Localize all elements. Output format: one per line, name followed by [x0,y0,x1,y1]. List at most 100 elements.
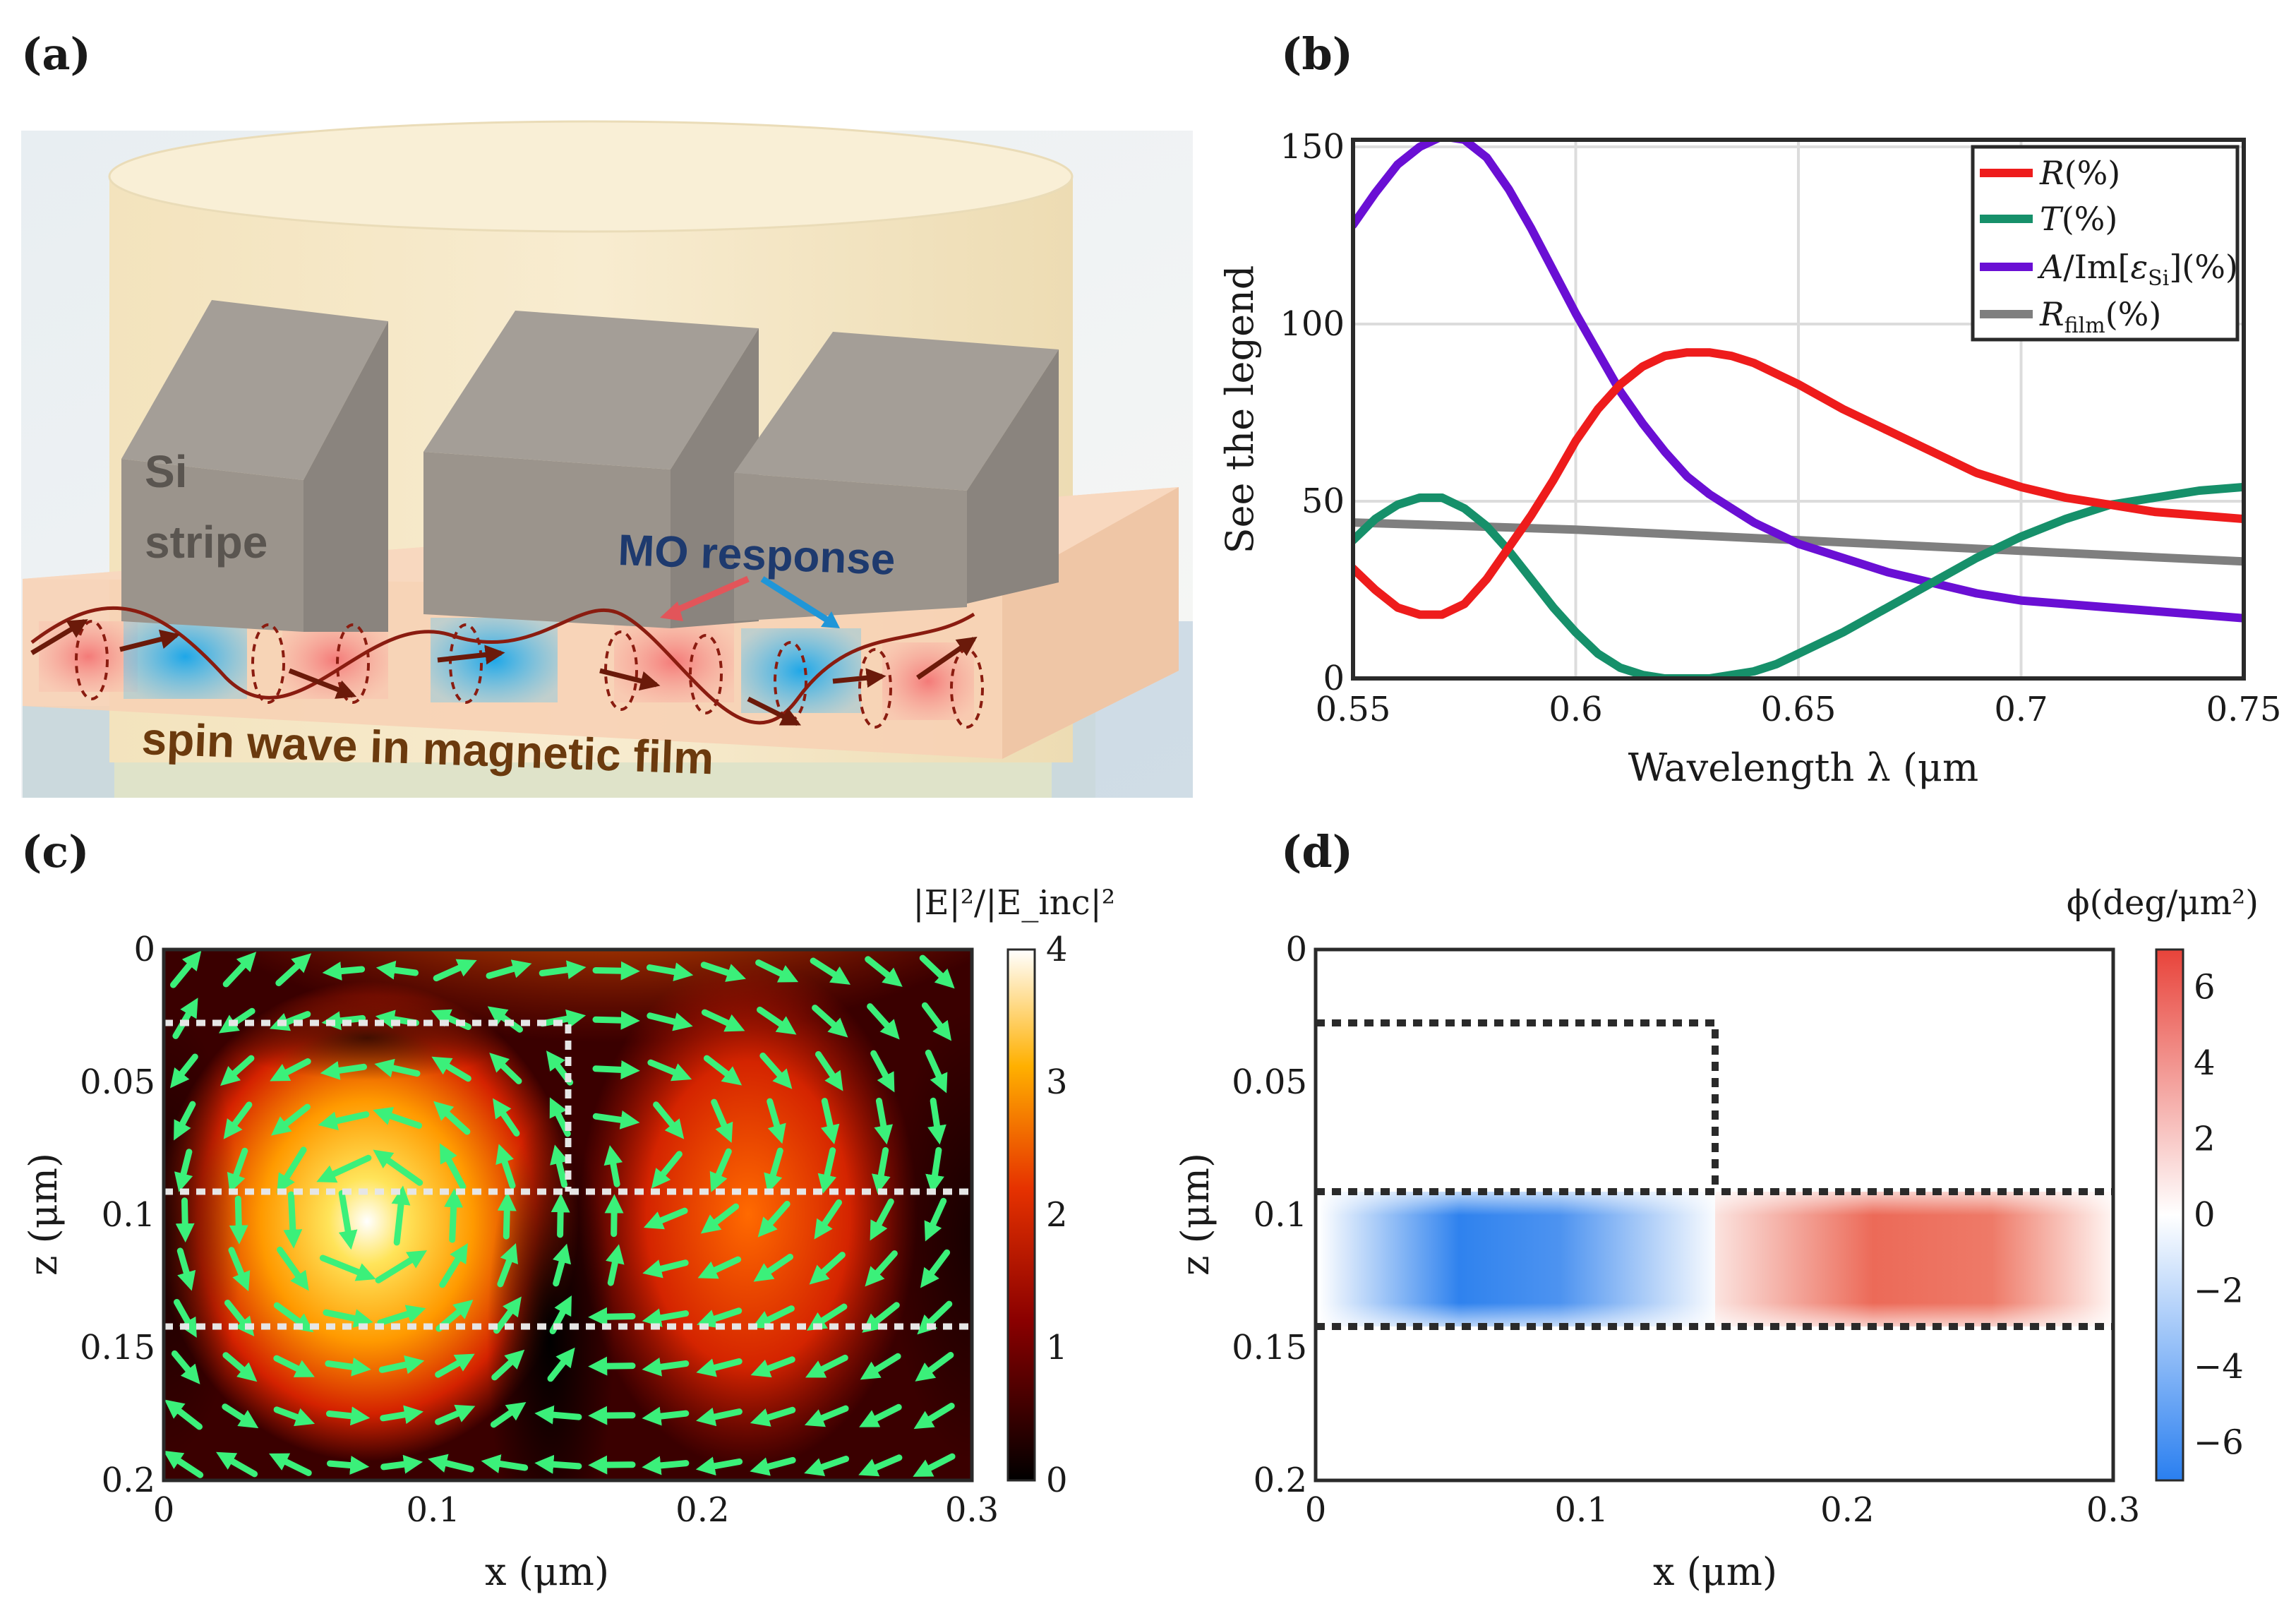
panel-b-chart: 0.55 0.6 0.65 0.7 0.75 0 50 100 150 Wavelength λ… [1218,127,2281,790]
y-tick-label: 0.1 [102,1195,155,1235]
panel-c-heatmap: 0 0.1 0.2 0.300.050.10.150.2 x (μm) z (μm) … [21,883,1115,1594]
field-arrow [227,1147,248,1193]
legend-T: T(%) [2040,200,2117,238]
field-arrow [696,1358,743,1377]
field-arrow [642,1456,690,1475]
y-tick-label: 0.2 [102,1461,155,1500]
colorbar-tick-label: 0 [1046,1461,1068,1500]
field-arrow [170,950,202,988]
y-tick-label: 0 [1323,659,1345,698]
field-arrow [711,1098,733,1143]
field-arrow [433,959,477,982]
field-arrow [273,1406,315,1427]
axes-frame [1314,947,2115,1483]
tick-labels: 0 0.1 0.2 0.3 0 0.05 0.1 0.15 0.2 [80,930,999,1530]
field-arrow [920,1249,951,1288]
series-line-R [1353,348,2244,619]
field-arrow [228,1247,251,1292]
field-arrow [490,1401,527,1428]
field-arrow [174,1101,196,1141]
field-arrow [759,1053,793,1089]
y-tick-label: 50 [1302,481,1345,521]
field-arrow [865,956,903,987]
y-tick-label: 0 [133,930,155,969]
field-arrow [804,1456,850,1476]
si-stripe [734,332,1059,621]
field-arrow [764,1147,783,1194]
field-arrow [375,1250,428,1283]
series-line-T [1353,482,2244,678]
field-arrow [915,1352,954,1382]
field-arrow [815,1050,843,1091]
field-arrow [925,1049,948,1094]
legend-R: R(%) [2039,154,2120,192]
legend-box [1971,145,2240,342]
field-arrow [603,1145,623,1187]
x-tick-label: 0.2 [1820,1490,1874,1530]
field-arrow [277,1246,309,1291]
field-arrow [176,1247,196,1291]
colorbar-tick-label: 2 [1046,1195,1068,1235]
field-arrow [757,1201,791,1238]
field-arrow [709,1148,732,1192]
field-arrow [174,1299,197,1338]
field-arrow [751,1305,795,1329]
colorbar-ticks: 0 1 2 3 4 [1046,930,1068,1500]
field-arrow [604,1194,624,1238]
field-arrow [497,1192,517,1240]
colorbar [1006,948,1036,1482]
field-arrow [757,1006,797,1035]
x-tick-label: 0.75 [2206,690,2282,729]
field-arrow [216,1451,258,1478]
x-axis-label: Wavelength λ (μm [1628,745,1978,790]
domain-red [882,642,974,720]
field-arrow [874,1097,894,1145]
colorbar-title: |E|²/|E_inc|² [913,883,1115,923]
field-arrow [919,954,955,989]
field-arrow [495,1144,516,1189]
field-arrow [440,1143,467,1190]
field-arrow [322,962,366,981]
legend-A: A/Im[εSi](%) [2037,248,2238,291]
field-arrow [817,1147,837,1194]
structure-outline [164,1019,972,1330]
field-arrow [222,1403,259,1429]
y-axis-label: z (μm) [1173,1153,1218,1276]
field-arrow [606,1244,625,1286]
field-arrow [550,1144,569,1188]
field-arrow [229,1195,248,1245]
field-arrow [703,1055,743,1086]
field-arrow [223,1101,253,1139]
y-tick-label: 0.05 [80,1062,155,1102]
field-arrow [493,1296,522,1334]
field-map [164,950,972,1480]
field-arrow [913,1453,956,1477]
x-tick-label: 0.7 [1994,690,2048,729]
field-arrow [318,1111,370,1131]
field-arrow [592,1010,640,1030]
field-arrow [925,1146,944,1194]
colorbar-tick-label: −2 [2194,1271,2244,1310]
field-arrow [534,1405,582,1425]
field-arrow [646,962,694,981]
x-tick-label: 0.2 [675,1490,729,1530]
field-arrow [642,1406,690,1426]
colorbar-tick-label: 4 [1046,930,1068,969]
y-tick-label: 0.1 [1254,1195,1307,1235]
field-arrow [378,1355,425,1375]
field-arrow [327,1456,370,1475]
colorbar-ticks: −6 −4 −2 0 2 4 6 [2194,968,2244,1463]
si-stripe [423,311,759,628]
field-arrow [858,1454,903,1477]
field-arrow [374,1058,421,1078]
x-tick-label: 0.6 [1549,690,1602,729]
y-tick-label: 0.15 [1232,1328,1307,1367]
mo-response-label: MO response [618,526,896,585]
field-arrow [588,1356,636,1376]
field-arrow [871,1146,891,1194]
field-arrow [860,1353,901,1380]
legend: R(%) T(%) A/Im[εSi](%) Rfilm(%) [1971,145,2240,342]
legend-Rfilm: Rfilm(%) [2039,295,2161,338]
colorbar-tick-label: −6 [2194,1423,2244,1462]
mo-arrow-red [669,575,750,616]
